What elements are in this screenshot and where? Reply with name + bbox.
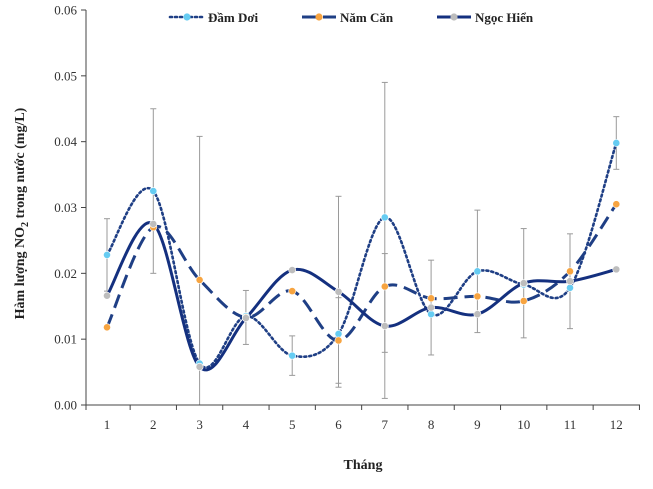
legend-item: Ngọc Hiển xyxy=(437,10,534,25)
data-point xyxy=(103,250,111,259)
series-line xyxy=(105,141,618,369)
data-point xyxy=(288,351,297,360)
x-tick-label: 9 xyxy=(474,417,481,432)
x-tick-label: 1 xyxy=(104,417,111,432)
y-tick-label: 0.01 xyxy=(54,332,77,347)
x-tick-label: 2 xyxy=(150,417,157,432)
data-point xyxy=(380,282,389,291)
legend-item: Đầm Dơi xyxy=(168,10,259,25)
x-tick-label: 7 xyxy=(382,417,389,432)
data-point xyxy=(149,220,158,228)
data-point xyxy=(195,362,204,371)
data-point xyxy=(566,283,574,292)
y-axis-title-rest: trong nước (mg/L) xyxy=(13,107,28,222)
y-tick-label: 0.05 xyxy=(54,68,77,83)
axes xyxy=(85,10,640,406)
data-point xyxy=(288,287,297,296)
y-tick-label: 0.04 xyxy=(54,134,77,149)
data-point xyxy=(195,276,204,284)
legend-label: Ngọc Hiển xyxy=(475,10,534,25)
legend-marker xyxy=(315,13,323,21)
data-point xyxy=(566,277,574,286)
y-axis-title-main: Hàm lượng NO xyxy=(13,227,28,319)
data-point xyxy=(334,336,343,345)
data-point xyxy=(519,279,528,288)
x-tick-label: 3 xyxy=(196,417,203,432)
x-tick-label: 12 xyxy=(610,417,623,432)
x-tick-label: 8 xyxy=(428,417,435,432)
data-point xyxy=(427,294,435,303)
data-point xyxy=(334,329,343,338)
series-line xyxy=(105,203,618,342)
data-point xyxy=(427,310,435,319)
y-axis-title-subscript: 2 xyxy=(20,222,31,227)
data-point xyxy=(380,322,389,330)
y-tick-label: 0.02 xyxy=(54,266,77,281)
data-point xyxy=(612,265,621,274)
data-point xyxy=(612,139,621,147)
legend-label: Đầm Dơi xyxy=(208,10,259,25)
data-point xyxy=(380,213,389,222)
data-point xyxy=(103,291,111,300)
data-point xyxy=(566,267,574,276)
x-axis-title: Tháng xyxy=(344,458,383,473)
legend-marker xyxy=(183,13,191,21)
y-axis-ticks: 0.00 0.01 0.02 0.03 0.04 0.05 0.06 xyxy=(54,3,86,413)
x-tick-label: 4 xyxy=(243,417,250,432)
series-markers xyxy=(103,139,621,371)
data-point xyxy=(427,303,435,312)
data-point xyxy=(149,187,158,195)
series-lines xyxy=(105,141,618,372)
x-axis-ticks: 1 2 3 4 5 6 7 8 9 10 11 12 xyxy=(85,405,640,432)
legend-item: Năm Căn xyxy=(302,10,394,25)
data-point xyxy=(103,323,111,332)
data-point xyxy=(334,287,343,296)
data-point xyxy=(473,310,482,319)
x-tick-label: 10 xyxy=(517,417,530,432)
data-point xyxy=(612,200,621,209)
x-tick-label: 5 xyxy=(289,417,296,432)
data-point xyxy=(473,292,482,301)
legend: Đầm Dơi Năm Căn Ngọc Hiển xyxy=(168,10,534,25)
x-tick-label: 6 xyxy=(335,417,342,432)
y-tick-label: 0.00 xyxy=(54,398,77,413)
x-tick-label: 11 xyxy=(564,417,577,432)
error-bars xyxy=(104,81,620,406)
data-point xyxy=(473,267,482,276)
data-point xyxy=(288,266,297,274)
y-axis-title: Hàm lượng NO2 trong nước (mg/L) xyxy=(13,107,31,319)
legend-label: Năm Căn xyxy=(340,10,394,25)
y-tick-label: 0.06 xyxy=(54,3,77,18)
legend-marker xyxy=(450,13,458,21)
y-tick-label: 0.03 xyxy=(54,200,77,215)
data-point xyxy=(241,314,250,322)
data-point xyxy=(519,297,528,305)
